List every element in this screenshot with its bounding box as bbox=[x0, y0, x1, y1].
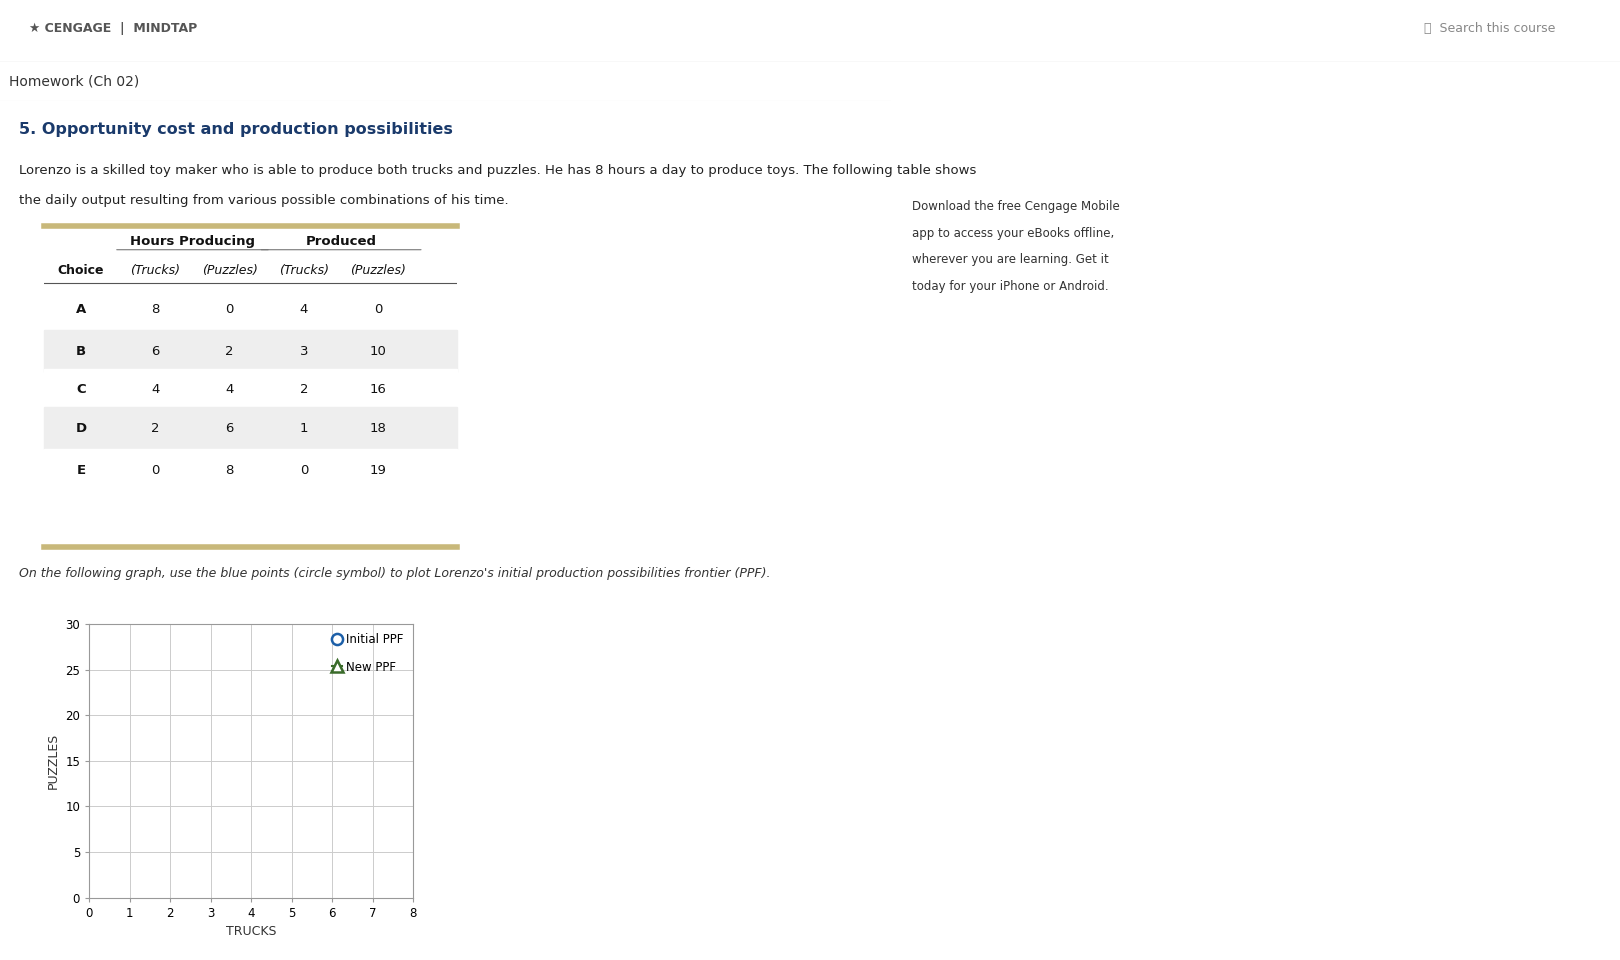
Text: ?: ? bbox=[421, 605, 428, 614]
Text: (Puzzles): (Puzzles) bbox=[202, 264, 258, 277]
Text: 4: 4 bbox=[300, 302, 308, 316]
Text: Lorenzo is a skilled toy maker who is able to produce both trucks and puzzles. H: Lorenzo is a skilled toy maker who is ab… bbox=[19, 163, 977, 177]
X-axis label: TRUCKS: TRUCKS bbox=[225, 925, 277, 938]
Text: 🔍  Search this course: 🔍 Search this course bbox=[1424, 21, 1555, 35]
Bar bbox=[44, 330, 457, 372]
Text: E: E bbox=[76, 464, 86, 476]
Legend: Initial PPF, New PPF: Initial PPF, New PPF bbox=[329, 630, 407, 677]
Text: 3: 3 bbox=[300, 345, 308, 357]
Text: C: C bbox=[76, 383, 86, 396]
Text: 0: 0 bbox=[151, 464, 159, 476]
Text: 0: 0 bbox=[225, 302, 233, 316]
Text: 2: 2 bbox=[151, 421, 159, 435]
Text: B: B bbox=[76, 345, 86, 357]
Text: 19: 19 bbox=[369, 464, 387, 476]
Bar bbox=[44, 449, 457, 491]
Text: 18: 18 bbox=[369, 421, 387, 435]
Text: 4: 4 bbox=[225, 383, 233, 396]
Bar bbox=[888, 188, 1366, 307]
Text: 6: 6 bbox=[225, 421, 233, 435]
Text: 6: 6 bbox=[151, 345, 159, 357]
Text: 1: 1 bbox=[300, 421, 308, 435]
Bar bbox=[44, 407, 457, 449]
Text: A: A bbox=[76, 302, 86, 316]
Bar bbox=[44, 288, 457, 330]
Text: today for your iPhone or Android.: today for your iPhone or Android. bbox=[912, 280, 1108, 294]
Text: Choice: Choice bbox=[58, 264, 104, 277]
Text: 2: 2 bbox=[300, 383, 308, 396]
Text: (Trucks): (Trucks) bbox=[279, 264, 329, 277]
Bar bbox=[44, 369, 457, 411]
Text: (Trucks): (Trucks) bbox=[130, 264, 180, 277]
Text: wherever you are learning. Get it: wherever you are learning. Get it bbox=[912, 253, 1108, 267]
Text: 0: 0 bbox=[374, 302, 382, 316]
Y-axis label: PUZZLES: PUZZLES bbox=[47, 732, 60, 789]
Text: app to access your eBooks offline,: app to access your eBooks offline, bbox=[912, 227, 1115, 240]
Text: 16: 16 bbox=[369, 383, 387, 396]
Text: Produced: Produced bbox=[306, 235, 377, 249]
Text: Hours Producing: Hours Producing bbox=[130, 235, 254, 249]
Text: ✕: ✕ bbox=[1320, 150, 1333, 165]
Text: 0: 0 bbox=[300, 464, 308, 476]
Text: 8: 8 bbox=[151, 302, 159, 316]
Text: D: D bbox=[76, 421, 86, 435]
Text: (Puzzles): (Puzzles) bbox=[350, 264, 407, 277]
Text: Homework (Ch 02): Homework (Ch 02) bbox=[10, 75, 139, 88]
Text: the daily output resulting from various possible combinations of his time.: the daily output resulting from various … bbox=[19, 194, 509, 207]
Text: 10: 10 bbox=[369, 345, 387, 357]
Text: 2: 2 bbox=[225, 345, 233, 357]
Text: On the following graph, use the blue points (circle symbol) to plot Lorenzo's in: On the following graph, use the blue poi… bbox=[19, 567, 771, 581]
Text: 8: 8 bbox=[225, 464, 233, 476]
Text: ★ CENGAGE  |  MINDTAP: ★ CENGAGE | MINDTAP bbox=[29, 21, 198, 35]
Text: Read offline!: Read offline! bbox=[917, 150, 1027, 165]
Text: Download the free Cengage Mobile: Download the free Cengage Mobile bbox=[912, 200, 1119, 213]
Text: 4: 4 bbox=[151, 383, 159, 396]
Text: 5. Opportunity cost and production possibilities: 5. Opportunity cost and production possi… bbox=[19, 122, 454, 137]
